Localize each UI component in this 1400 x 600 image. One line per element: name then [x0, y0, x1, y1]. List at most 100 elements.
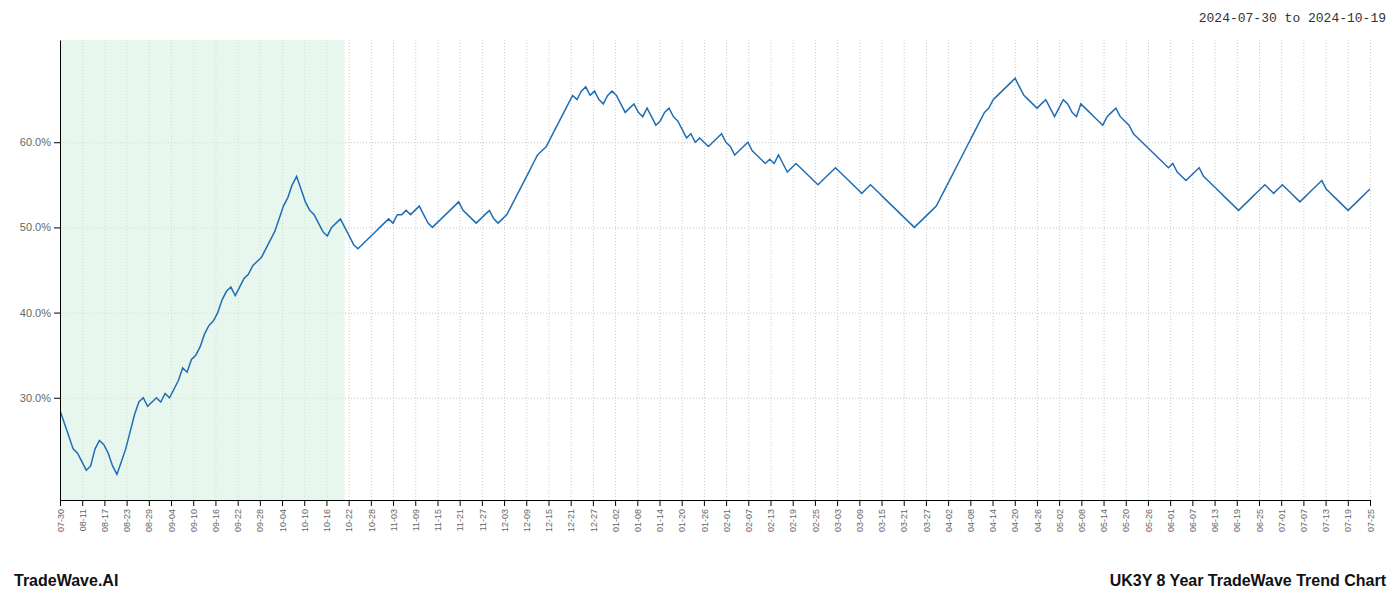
x-tick-label: 04-02 [944, 509, 954, 532]
x-tick-label: 09-04 [167, 509, 177, 532]
x-tick-mark [60, 500, 61, 506]
x-tick-mark [393, 500, 394, 506]
x-grid-line [704, 40, 705, 500]
x-grid-tick [1370, 40, 1371, 500]
x-tick-label: 06-19 [1232, 509, 1242, 532]
x-grid-tick [1192, 40, 1193, 500]
x-tick-label: 12-03 [500, 509, 510, 532]
x-tick: 01-14 [655, 500, 665, 532]
x-tick-label: 02-19 [788, 509, 798, 532]
x-tick-mark [637, 500, 638, 506]
x-grid-line [460, 40, 461, 500]
x-grid-tick [593, 40, 594, 500]
x-tick-mark [1081, 500, 1082, 506]
x-tick-mark [82, 500, 83, 506]
x-tick-label: 05-08 [1077, 509, 1087, 532]
x-tick: 10-10 [300, 500, 310, 532]
x-grid-tick [704, 40, 705, 500]
data-layer [60, 40, 1370, 500]
x-grid-line [926, 40, 927, 500]
x-grid-line [393, 40, 394, 500]
y-tick-label: 50.0% [20, 221, 51, 233]
x-tick: 09-16 [211, 500, 221, 532]
x-grid-line [1148, 40, 1149, 500]
x-tick-label: 12-15 [544, 509, 554, 532]
x-tick: 11-21 [455, 500, 465, 531]
x-tick-label: 12-27 [589, 509, 599, 532]
x-grid-line [1215, 40, 1216, 500]
x-tick-label: 07-19 [1343, 509, 1353, 532]
x-grid-tick [415, 40, 416, 500]
x-tick-label: 08-11 [78, 509, 88, 531]
x-grid-tick [526, 40, 527, 500]
x-tick-mark [1281, 500, 1282, 506]
x-grid-tick [1326, 40, 1327, 500]
x-tick-label: 03-27 [922, 509, 932, 532]
x-tick-mark [482, 500, 483, 506]
x-tick-mark [615, 500, 616, 506]
x-tick-label: 07-13 [1321, 509, 1331, 532]
x-grid-line [1281, 40, 1282, 500]
x-grid-tick [393, 40, 394, 500]
y-tick-label: 40.0% [20, 307, 51, 319]
x-tick-label: 05-02 [1055, 509, 1065, 532]
x-grid-tick [726, 40, 727, 500]
x-grid-line [60, 40, 61, 500]
x-tick-mark [548, 500, 549, 506]
x-grid-tick [504, 40, 505, 500]
x-tick-mark [171, 500, 172, 506]
x-grid-tick [1104, 40, 1105, 500]
x-grid-line [904, 40, 905, 500]
x-tick: 11-27 [478, 500, 488, 531]
x-tick-label: 01-26 [700, 509, 710, 532]
x-tick-mark [1215, 500, 1216, 506]
x-grid-tick [926, 40, 927, 500]
x-tick-label: 12-21 [566, 509, 576, 532]
y-axis: 30.0%40.0%50.0%60.0% [20, 41, 61, 501]
chart-container: 07-3008-1108-1708-2308-2909-0409-1009-16… [0, 0, 1400, 600]
x-grid-tick [659, 40, 660, 500]
x-grid-line [970, 40, 971, 500]
x-tick: 07-01 [1277, 500, 1287, 532]
x-tick-label: 04-14 [988, 509, 998, 532]
x-tick-mark [149, 500, 150, 506]
x-axis: 07-3008-1108-1708-2308-2909-0409-1009-16… [56, 500, 1376, 532]
x-grid-tick [948, 40, 949, 500]
x-tick-label: 05-26 [1144, 509, 1154, 532]
x-grid-tick [1303, 40, 1304, 500]
x-tick-mark [1170, 500, 1171, 506]
x-grid-line [1237, 40, 1238, 500]
x-tick-label: 08-17 [100, 509, 110, 532]
x-grid-tick [1015, 40, 1016, 500]
x-tick: 05-08 [1077, 500, 1087, 532]
x-tick: 02-25 [811, 500, 821, 532]
x-grid-tick [548, 40, 549, 500]
x-tick: 06-07 [1188, 500, 1198, 532]
x-grid-line [637, 40, 638, 500]
x-tick-label: 07-07 [1299, 509, 1309, 532]
x-tick-label: 10-22 [344, 509, 354, 532]
x-tick-label: 06-25 [1255, 509, 1265, 532]
x-tick-label: 02-13 [766, 509, 776, 532]
x-tick-mark [526, 500, 527, 506]
x-tick: 05-20 [1121, 500, 1131, 532]
x-tick: 12-09 [522, 500, 532, 532]
x-grid-tick [1170, 40, 1171, 500]
shaded-region [60, 40, 345, 500]
x-grid-line [771, 40, 772, 500]
x-tick: 08-17 [100, 500, 110, 532]
x-tick-label: 11-27 [478, 509, 488, 531]
x-grid-tick [904, 40, 905, 500]
x-grid-tick [1259, 40, 1260, 500]
x-grid-line [1348, 40, 1349, 500]
x-tick-label: 01-08 [633, 509, 643, 532]
x-tick-mark [238, 500, 239, 506]
x-tick-mark [415, 500, 416, 506]
x-tick: 11-15 [433, 500, 443, 531]
x-grid-line [1326, 40, 1327, 500]
x-tick-label: 03-03 [833, 509, 843, 532]
x-tick-label: 06-07 [1188, 509, 1198, 532]
x-grid-tick [837, 40, 838, 500]
x-tick-mark [682, 500, 683, 506]
x-grid-line [882, 40, 883, 500]
